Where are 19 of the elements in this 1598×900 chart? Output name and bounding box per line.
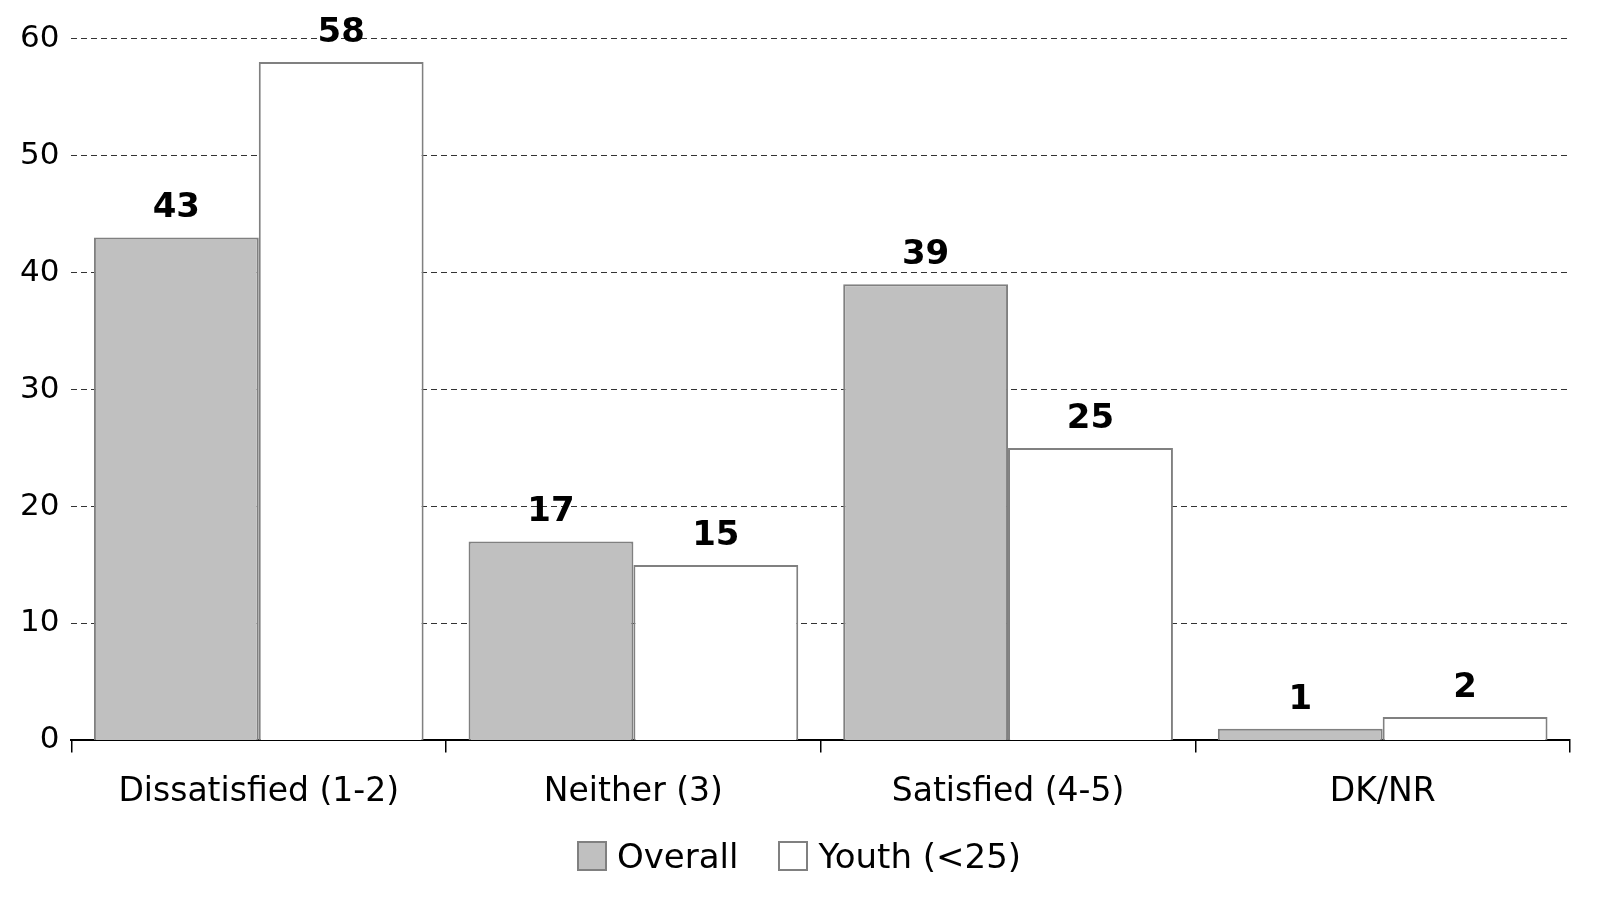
data-label: 1 bbox=[1288, 676, 1313, 717]
legend-label: Overall bbox=[616, 836, 739, 876]
x-tick-label: Dissatisfied (1-2) bbox=[118, 769, 400, 809]
data-label: 43 bbox=[152, 185, 201, 226]
y-tick-label: 60 bbox=[19, 17, 60, 54]
y-tick-label: 10 bbox=[19, 602, 60, 639]
data-label: 39 bbox=[901, 232, 950, 273]
x-tick-label: Neither (3) bbox=[543, 769, 723, 809]
x-tick-label: Satisfied (4-5) bbox=[891, 769, 1125, 809]
text: Youth (<25) bbox=[818, 836, 1022, 876]
y-tick-label: 0 bbox=[39, 719, 60, 756]
y-tick-label: 30 bbox=[19, 368, 60, 405]
data-label: 15 bbox=[692, 512, 740, 553]
y-tick-label: 40 bbox=[19, 251, 60, 288]
data-label: 2 bbox=[1453, 664, 1477, 705]
x-tick-label: DK/NR bbox=[1329, 769, 1436, 809]
y-tick-label: 20 bbox=[19, 485, 60, 522]
y-tick-label: 50 bbox=[19, 134, 60, 171]
data-label: 25 bbox=[1066, 395, 1115, 436]
